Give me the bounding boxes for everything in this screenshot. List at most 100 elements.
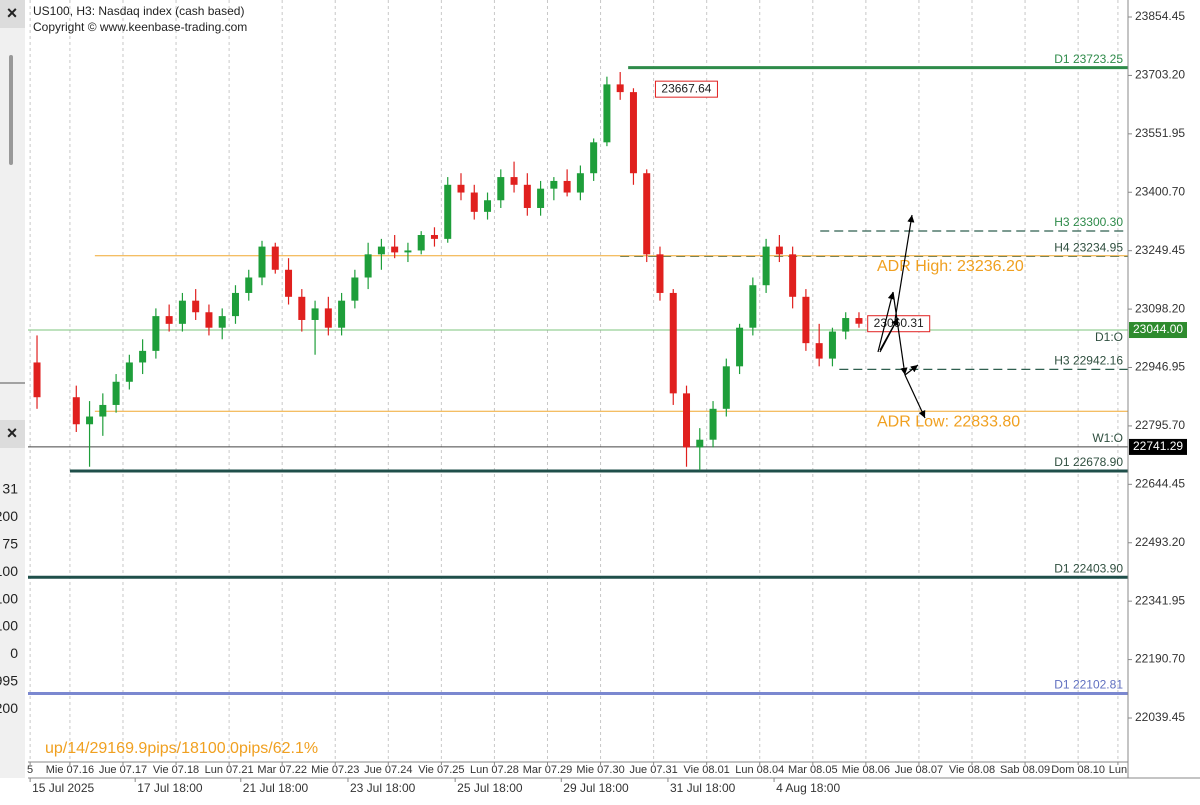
candle-body [391, 246, 399, 253]
y-tick-label: 22190.70 [1135, 652, 1185, 666]
candle-body [616, 84, 624, 93]
side-panel-value: 200 [0, 700, 18, 716]
candle-body [537, 188, 545, 208]
y-tick-label: 23703.20 [1135, 68, 1185, 82]
y-tick-label: 22946.95 [1135, 360, 1185, 374]
x-tick-label: Mar 07.22 [257, 764, 307, 776]
annotation: up/14/29169.9pips/18100.0pips/62.1% [45, 740, 318, 757]
candle-body [656, 254, 664, 293]
x-tick-label: Mar 08.05 [788, 764, 838, 776]
x-tick-label: 5 [27, 764, 33, 776]
y-tick-label: 22644.45 [1135, 477, 1185, 491]
side-panel-value: 75 [2, 536, 18, 552]
x-tick-label: Lun 08.04 [735, 764, 784, 776]
x-tick-label: Lun 07.21 [205, 764, 254, 776]
arrow [892, 291, 908, 376]
date-tick-label: 15 Jul 2025 [32, 781, 94, 795]
candle-body [245, 277, 253, 293]
x-tick-label: Vie 07.25 [418, 764, 464, 776]
side-panel-value: 200 [0, 508, 18, 524]
side-panel-value: 0 [10, 645, 18, 661]
candle-body [258, 246, 266, 278]
axis-price-box [1129, 438, 1187, 455]
candle-body [285, 269, 293, 297]
x-tick-label: Vie 08.08 [949, 764, 995, 776]
candle-body [165, 316, 173, 324]
date-tick-label: 29 Jul 18:00 [563, 781, 629, 795]
level-label: D1 22102.81 [1054, 678, 1123, 692]
candle-body [510, 177, 518, 185]
candle-body [178, 300, 186, 324]
x-tick-label: Mie 07.30 [576, 764, 624, 776]
date-tick-label: 31 Jul 18:00 [670, 781, 736, 795]
candle-body [736, 327, 744, 367]
price-tag-label: 23060.31 [874, 316, 924, 330]
date-tick-label: 17 Jul 18:00 [137, 781, 203, 795]
candle-body [364, 254, 372, 278]
close-button[interactable] [0, 420, 25, 448]
level-label: D1 23723.25 [1054, 52, 1123, 66]
candle-body [125, 362, 133, 382]
x-tick-label: Mie 08.06 [842, 764, 890, 776]
candle-body [749, 285, 757, 328]
candle-body [351, 277, 359, 301]
price-tag-label: 23667.64 [661, 81, 711, 95]
x-tick-label: Lun 07.28 [470, 764, 519, 776]
close-button[interactable] [0, 0, 25, 28]
candle-body [762, 246, 770, 286]
candle-body [231, 292, 239, 317]
scrollbar[interactable] [9, 55, 13, 165]
y-tick-label: 23098.20 [1135, 301, 1185, 315]
y-tick-label: 22039.45 [1135, 710, 1185, 724]
arrow [904, 374, 926, 419]
level-label: D1 22403.90 [1054, 561, 1123, 575]
x-tick-label: Jue 07.31 [629, 764, 677, 776]
side-panel-value: 995 [0, 673, 18, 689]
close-icon[interactable]: × [7, 3, 18, 23]
x-tick-label: Mie 07.16 [46, 764, 94, 776]
candle-body [457, 184, 465, 193]
candle-body [444, 184, 452, 239]
candle-body [86, 416, 94, 425]
candle-body [775, 246, 783, 255]
candle-body [842, 318, 850, 332]
side-panel-value: 100 [0, 590, 18, 606]
chart-subtitle: Copyright © www.keenbase-trading.com [33, 20, 247, 34]
arrow [904, 364, 919, 376]
candle-body [683, 393, 691, 448]
candle-body [470, 192, 478, 212]
y-tick-label: 22493.20 [1135, 535, 1185, 549]
level-label: W1:O [1092, 431, 1123, 445]
candle-body [192, 300, 200, 313]
candle-body [523, 184, 531, 208]
level-label: H3 22942.16 [1054, 354, 1123, 368]
x-tick-label: Mar 07.29 [523, 764, 573, 776]
side-panel-value: 100 [0, 563, 18, 579]
date-tick-label: 23 Jul 18:00 [350, 781, 416, 795]
close-icon[interactable]: × [7, 423, 18, 443]
candle-body [72, 397, 80, 425]
candle-body [33, 362, 41, 398]
x-tick-label: Jue 07.17 [99, 764, 147, 776]
candle-body [497, 177, 505, 201]
level-label: H4 23234.95 [1054, 240, 1123, 254]
y-tick-label: 22795.70 [1135, 418, 1185, 432]
y-tick-label: 22341.95 [1135, 593, 1185, 607]
side-panel-value: 31 [2, 481, 18, 497]
candle-body [643, 173, 651, 255]
arrow [894, 214, 915, 321]
candle-body [404, 250, 412, 253]
level-label: D1 22678.90 [1054, 455, 1123, 469]
date-tick-label: 21 Jul 18:00 [243, 781, 309, 795]
candle-body [855, 318, 863, 324]
candle-body [311, 308, 319, 320]
candle-body [430, 235, 438, 239]
candle-body [218, 316, 226, 328]
x-tick-label: Jue 08.07 [895, 764, 943, 776]
candle-body [417, 235, 425, 251]
side-panel-value: 100 [0, 618, 18, 634]
candle-body [789, 254, 797, 297]
candle-body [139, 350, 147, 363]
axis-price-label: 22741.29 [1133, 439, 1183, 453]
level-label: D1:O [1095, 330, 1123, 344]
